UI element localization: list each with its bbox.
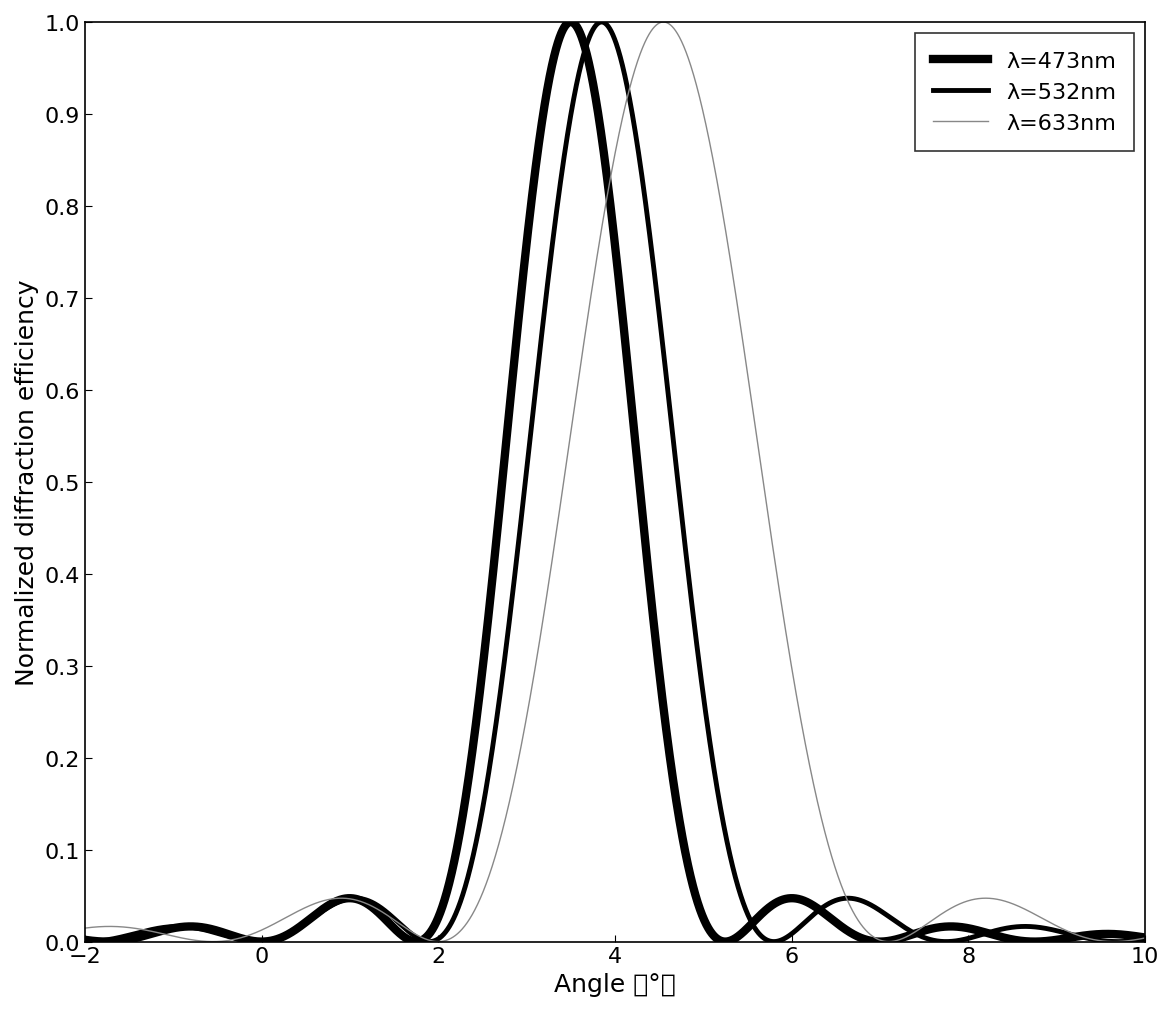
λ=633nm xyxy=(1138,932,1152,944)
λ=473nm xyxy=(1138,931,1152,943)
λ=633nm xyxy=(205,935,220,947)
λ=532nm xyxy=(950,935,964,947)
λ=532nm xyxy=(714,804,728,816)
λ=473nm xyxy=(270,933,284,945)
λ=473nm xyxy=(714,935,728,947)
Y-axis label: Normalized diffraction efficiency: Normalized diffraction efficiency xyxy=(15,279,39,685)
X-axis label: Angle （°）: Angle （°） xyxy=(554,972,676,996)
Line: λ=473nm: λ=473nm xyxy=(85,23,1145,941)
λ=633nm xyxy=(483,866,497,879)
λ=473nm xyxy=(77,934,92,946)
λ=473nm xyxy=(100,935,114,947)
λ=633nm xyxy=(869,932,883,944)
λ=633nm xyxy=(270,916,284,928)
λ=473nm xyxy=(768,898,782,910)
λ=633nm xyxy=(77,922,92,934)
λ=532nm xyxy=(483,759,497,771)
λ=473nm xyxy=(483,594,497,607)
λ=532nm xyxy=(1138,933,1152,945)
Line: λ=633nm: λ=633nm xyxy=(85,23,1145,941)
λ=633nm xyxy=(768,554,782,566)
Legend: λ=473nm, λ=532nm, λ=633nm: λ=473nm, λ=532nm, λ=633nm xyxy=(915,34,1134,152)
Line: λ=532nm: λ=532nm xyxy=(85,23,1145,941)
λ=633nm xyxy=(656,17,670,29)
λ=473nm xyxy=(950,921,964,933)
λ=532nm xyxy=(869,902,883,914)
λ=473nm xyxy=(564,17,578,29)
λ=532nm xyxy=(594,17,608,29)
λ=532nm xyxy=(270,932,284,944)
λ=532nm xyxy=(768,935,782,947)
λ=633nm xyxy=(950,900,964,912)
λ=473nm xyxy=(869,935,883,947)
λ=633nm xyxy=(714,198,728,210)
λ=532nm xyxy=(77,935,92,947)
